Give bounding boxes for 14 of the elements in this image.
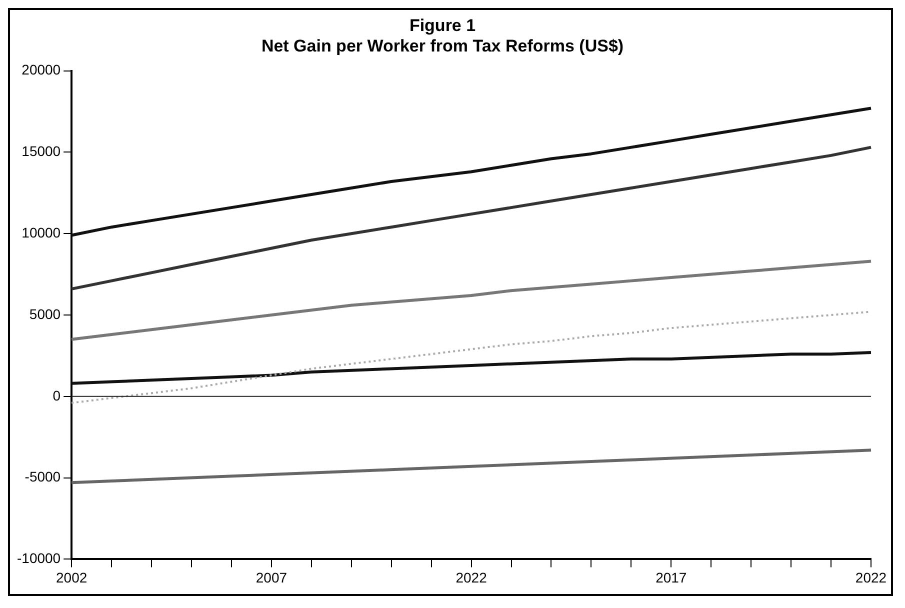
- y-tick-label: -10000: [17, 550, 61, 566]
- y-tick-label: 10000: [22, 224, 61, 240]
- chart-title: Figure 1: [409, 16, 476, 35]
- y-tick-label: 5000: [29, 306, 61, 322]
- chart-subtitle: Net Gain per Worker from Tax Reforms (US$): [261, 36, 624, 56]
- y-tick-label: -5000: [24, 468, 61, 485]
- x-tick-label: 2017: [656, 569, 687, 586]
- x-tick-label: 2007: [256, 569, 288, 586]
- x-tick-label: 2002: [56, 569, 88, 586]
- y-tick-label: 15000: [22, 143, 61, 160]
- x-tick-label: 2022: [456, 569, 488, 586]
- y-tick-label: 20000: [22, 62, 61, 78]
- y-tick-label: 0: [52, 387, 61, 404]
- x-tick-label: 2022: [855, 569, 887, 586]
